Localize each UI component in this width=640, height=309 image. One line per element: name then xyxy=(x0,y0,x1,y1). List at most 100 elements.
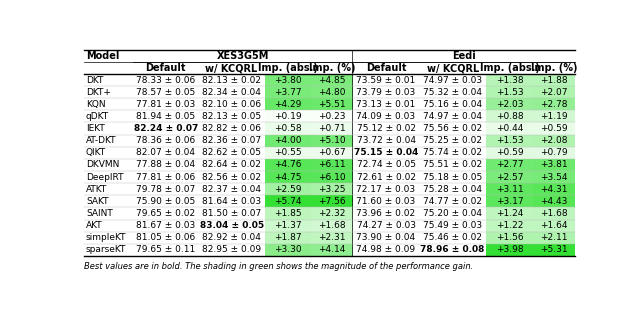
Text: 75.90 ± 0.05: 75.90 ± 0.05 xyxy=(136,197,195,206)
Text: +1.87: +1.87 xyxy=(274,233,301,242)
Text: DKT: DKT xyxy=(86,75,103,85)
Text: +2.78: +2.78 xyxy=(540,100,568,109)
Text: IEKT: IEKT xyxy=(86,124,105,133)
Bar xyxy=(486,110,533,122)
Text: +0.44: +0.44 xyxy=(496,124,524,133)
Text: 81.50 ± 0.07: 81.50 ± 0.07 xyxy=(202,209,261,218)
Bar xyxy=(533,98,575,110)
Text: 73.59 ± 0.01: 73.59 ± 0.01 xyxy=(356,75,415,85)
Bar xyxy=(533,183,575,195)
Text: +0.79: +0.79 xyxy=(540,148,568,157)
Bar xyxy=(311,207,353,220)
Bar xyxy=(264,183,311,195)
Text: 82.37 ± 0.04: 82.37 ± 0.04 xyxy=(202,185,261,194)
Text: +4.80: +4.80 xyxy=(318,88,346,97)
Text: +7.56: +7.56 xyxy=(318,197,346,206)
Text: +1.68: +1.68 xyxy=(318,221,346,230)
Text: +2.32: +2.32 xyxy=(318,209,346,218)
Text: 82.62 ± 0.05: 82.62 ± 0.05 xyxy=(202,148,261,157)
Text: +2.57: +2.57 xyxy=(496,173,524,182)
Bar xyxy=(533,244,575,256)
Text: Imp. (%): Imp. (%) xyxy=(531,63,577,73)
Bar xyxy=(311,159,353,171)
Bar xyxy=(486,98,533,110)
Text: ATKT: ATKT xyxy=(86,185,108,194)
Text: 75.32 ± 0.04: 75.32 ± 0.04 xyxy=(423,88,482,97)
Bar xyxy=(311,110,353,122)
Text: 79.65 ± 0.11: 79.65 ± 0.11 xyxy=(136,245,195,254)
Text: +3.54: +3.54 xyxy=(540,173,568,182)
Bar xyxy=(264,220,311,232)
Bar xyxy=(533,159,575,171)
Text: 77.88 ± 0.04: 77.88 ± 0.04 xyxy=(136,160,195,169)
Bar xyxy=(486,171,533,183)
Bar xyxy=(486,232,533,244)
Text: +6.10: +6.10 xyxy=(318,173,346,182)
Text: Default: Default xyxy=(366,63,406,73)
Text: +5.74: +5.74 xyxy=(274,197,301,206)
Text: +3.80: +3.80 xyxy=(274,75,301,85)
Text: +0.55: +0.55 xyxy=(274,148,301,157)
Bar xyxy=(486,195,533,207)
Bar xyxy=(533,207,575,220)
Text: Eedi: Eedi xyxy=(452,51,476,61)
Text: 78.96 ± 0.08: 78.96 ± 0.08 xyxy=(420,245,485,254)
Bar xyxy=(264,159,311,171)
Text: +6.11: +6.11 xyxy=(318,160,346,169)
Text: Imp. (abs.): Imp. (abs.) xyxy=(258,63,317,73)
Text: +4.14: +4.14 xyxy=(318,245,346,254)
Text: 78.57 ± 0.05: 78.57 ± 0.05 xyxy=(136,88,195,97)
Text: 79.78 ± 0.07: 79.78 ± 0.07 xyxy=(136,185,195,194)
Text: qDKT: qDKT xyxy=(86,112,109,121)
Text: KQN: KQN xyxy=(86,100,106,109)
Text: +1.38: +1.38 xyxy=(496,75,524,85)
Text: +3.77: +3.77 xyxy=(274,88,301,97)
Bar xyxy=(486,244,533,256)
Bar xyxy=(311,98,353,110)
Text: +0.71: +0.71 xyxy=(318,124,346,133)
Text: +0.19: +0.19 xyxy=(274,112,301,121)
Text: +1.19: +1.19 xyxy=(540,112,568,121)
Bar xyxy=(311,183,353,195)
Text: +3.17: +3.17 xyxy=(496,197,524,206)
Text: +5.10: +5.10 xyxy=(318,136,346,145)
Text: 82.13 ± 0.02: 82.13 ± 0.02 xyxy=(202,75,261,85)
Bar xyxy=(486,207,533,220)
Text: 82.95 ± 0.09: 82.95 ± 0.09 xyxy=(202,245,261,254)
Text: +0.23: +0.23 xyxy=(318,112,346,121)
Text: 75.20 ± 0.04: 75.20 ± 0.04 xyxy=(423,209,482,218)
Bar xyxy=(533,74,575,86)
Text: +3.81: +3.81 xyxy=(540,160,568,169)
Bar xyxy=(264,171,311,183)
Text: 82.92 ± 0.04: 82.92 ± 0.04 xyxy=(202,233,261,242)
Text: +0.59: +0.59 xyxy=(540,124,568,133)
Text: 72.17 ± 0.03: 72.17 ± 0.03 xyxy=(356,185,415,194)
Text: Imp. (abs.): Imp. (abs.) xyxy=(480,63,540,73)
Text: 74.77 ± 0.02: 74.77 ± 0.02 xyxy=(423,197,482,206)
Bar xyxy=(264,110,311,122)
Text: +4.00: +4.00 xyxy=(274,136,301,145)
Text: +1.56: +1.56 xyxy=(496,233,524,242)
Text: +3.30: +3.30 xyxy=(274,245,301,254)
Bar xyxy=(264,232,311,244)
Text: 77.81 ± 0.06: 77.81 ± 0.06 xyxy=(136,173,195,182)
Text: +4.31: +4.31 xyxy=(540,185,568,194)
Text: 82.36 ± 0.07: 82.36 ± 0.07 xyxy=(202,136,261,145)
Text: +1.68: +1.68 xyxy=(540,209,568,218)
Text: 74.27 ± 0.03: 74.27 ± 0.03 xyxy=(356,221,415,230)
Text: 78.36 ± 0.06: 78.36 ± 0.06 xyxy=(136,136,195,145)
Text: 75.74 ± 0.02: 75.74 ± 0.02 xyxy=(423,148,482,157)
Bar xyxy=(264,147,311,159)
Text: +1.53: +1.53 xyxy=(496,136,524,145)
Text: Imp. (%): Imp. (%) xyxy=(308,63,355,73)
Bar xyxy=(311,147,353,159)
Bar xyxy=(486,135,533,147)
Bar xyxy=(486,220,533,232)
Text: 82.34 ± 0.04: 82.34 ± 0.04 xyxy=(202,88,261,97)
Text: SAINT: SAINT xyxy=(86,209,113,218)
Text: +2.11: +2.11 xyxy=(540,233,568,242)
Text: +2.08: +2.08 xyxy=(540,136,568,145)
Text: 82.10 ± 0.06: 82.10 ± 0.06 xyxy=(202,100,261,109)
Text: 75.25 ± 0.02: 75.25 ± 0.02 xyxy=(423,136,482,145)
Text: Best values are in bold. The shading in green shows the magnitude of the perform: Best values are in bold. The shading in … xyxy=(84,262,473,271)
